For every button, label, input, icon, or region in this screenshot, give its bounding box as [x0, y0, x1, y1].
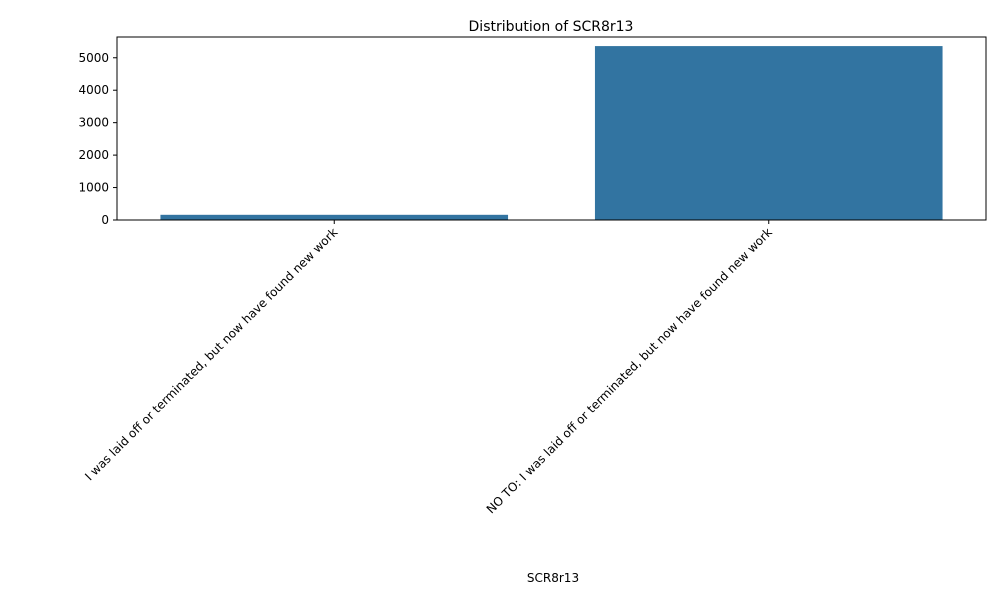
y-tick-label-2: 1000 — [78, 181, 109, 195]
y-tick-label-3: 2000 — [78, 148, 109, 162]
y-tick-label-5: 4000 — [78, 83, 109, 97]
y-tick-label-4: 3000 — [78, 116, 109, 130]
plot-frame — [116, 36, 987, 221]
x-tick-label-1: I was laid off or terminated, but now ha… — [82, 225, 340, 483]
y-tick-label-6: 5000 — [78, 51, 109, 65]
x-tick-label-2: NO TO: I was laid off or terminated, but… — [484, 225, 775, 516]
x-axis-label: SCR8r13 — [527, 571, 579, 585]
x-axis: I was laid off or terminated, but now ha… — [82, 220, 775, 516]
y-axis: 0 1000 2000 3000 4000 5000 — [78, 51, 117, 227]
bar-1 — [160, 214, 509, 220]
bar-2 — [594, 46, 943, 220]
bars-group — [160, 46, 943, 220]
chart-title: Distribution of SCR8r13 — [469, 19, 634, 35]
y-tick-label-1: 0 — [101, 213, 109, 227]
